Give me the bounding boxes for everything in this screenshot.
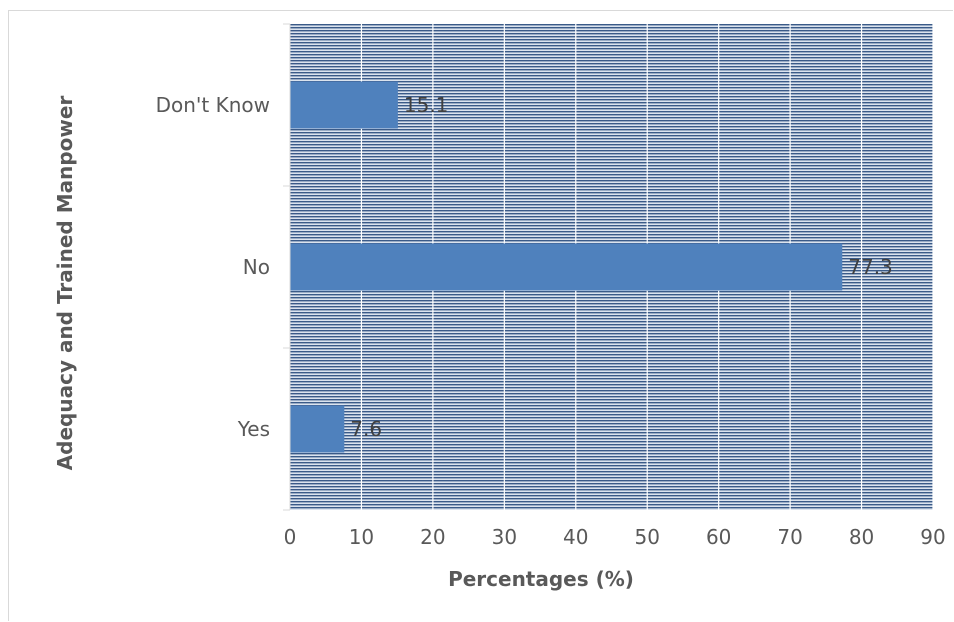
y-axis-title: Adequacy and Trained Manpower (53, 96, 77, 471)
data-label: 7.6 (350, 417, 382, 441)
bar-don-t-know (290, 81, 398, 129)
x-tick-label: 60 (706, 525, 731, 549)
data-label: 15.1 (404, 93, 449, 117)
labels: 0 10 20 30 40 50 60 70 80 90 Don't Know 15.1 No 77.3 Y… (156, 93, 946, 549)
x-tick-label: 10 (349, 525, 374, 549)
category-label: No (243, 255, 270, 279)
bar-yes (290, 405, 345, 453)
bars (290, 81, 843, 453)
data-label: 77.3 (848, 255, 893, 279)
x-tick-label: 0 (284, 525, 297, 549)
x-tick-label: 30 (492, 525, 517, 549)
axes (283, 23, 291, 511)
x-tick-label: 50 (634, 525, 659, 549)
x-tick-label: 70 (777, 525, 802, 549)
category-label: Yes (237, 417, 270, 441)
category-label: Don't Know (156, 93, 270, 117)
x-tick-label: 80 (849, 525, 874, 549)
x-tick-label: 40 (563, 525, 588, 549)
x-axis-title: Percentages (%) (448, 567, 634, 591)
chart-frame (8, 10, 953, 621)
x-tick-label: 90 (920, 525, 945, 549)
x-tick-label: 20 (420, 525, 445, 549)
bar-no (290, 243, 843, 291)
